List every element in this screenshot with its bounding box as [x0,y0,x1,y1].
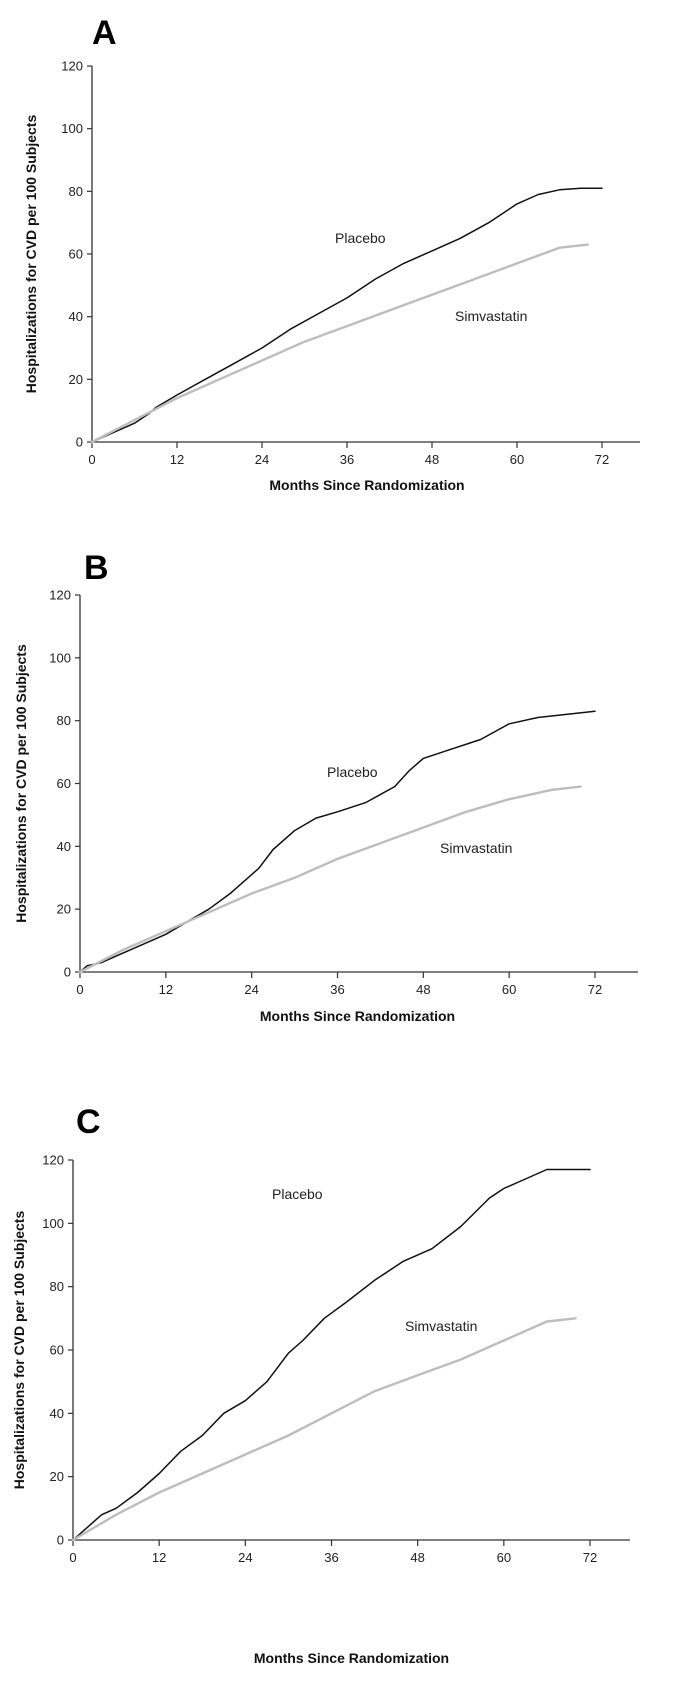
y-tick-label: 120 [42,1153,64,1168]
x-tick-label: 12 [159,982,173,997]
panel-letter: B [84,549,109,587]
x-tick-label: 60 [502,982,516,997]
x-tick-label: 72 [595,452,609,467]
x-tick-label: 24 [255,452,269,467]
y-tick-label: 60 [57,776,71,791]
y-tick-label: 60 [69,247,83,262]
x-axis-title: Months Since Randomization [254,1650,449,1666]
chart-panel-b: B 0 20 40 60 80 100 120 0 12 24 36 48 60 72 Months Sinc… [0,545,687,1105]
x-axis-title: Months Since Randomization [260,1008,455,1024]
x-tick-label: 48 [425,452,439,467]
y-axis-title: Hospitalizations for CVD per 100 Subject… [23,115,39,394]
y-tick-label: 60 [50,1343,64,1358]
panel-letter: C [76,1105,101,1141]
x-tick-label: 36 [324,1550,338,1565]
x-tick-label: 12 [170,452,184,467]
y-tick-label: 120 [61,59,83,74]
series-label-placebo: Placebo [335,230,386,246]
chart-b: B 0 20 40 60 80 100 120 0 12 24 36 48 60 72 Months Sinc… [13,549,638,1024]
x-tick-label: 0 [69,1550,76,1565]
y-axis-title: Hospitalizations for CVD per 100 Subject… [11,1211,27,1490]
y-tick-label: 100 [61,121,83,136]
x-tick-label: 72 [583,1550,597,1565]
y-tick-label: 40 [57,839,71,854]
series-line-simvastatin [90,243,589,444]
x-tick-label: 60 [497,1550,511,1565]
y-tick-label: 20 [57,902,71,917]
y-tick-label: 0 [76,435,83,450]
x-tick-label: 24 [238,1550,252,1565]
panel-letter: A [92,14,117,52]
series-line-simvastatin [78,785,582,974]
series-label-placebo: Placebo [272,1186,323,1202]
x-tick-label: 0 [76,982,83,997]
series-label-simvastatin: Simvastatin [455,308,527,324]
series-line-simvastatin [71,1317,577,1542]
x-tick-label: 36 [330,982,344,997]
y-tick-label: 100 [49,650,71,665]
series-line-placebo [72,1168,591,1541]
x-tick-label: 48 [410,1550,424,1565]
y-tick-label: 20 [50,1469,64,1484]
chart-panel-a: A 0 20 40 60 80 100 120 0 12 24 36 48 60 72 Months Sinc… [0,0,687,545]
x-tick-label: 24 [244,982,258,997]
x-tick-label: 48 [416,982,430,997]
y-tick-label: 80 [50,1279,64,1294]
y-tick-label: 80 [69,184,83,199]
y-tick-label: 20 [69,372,83,387]
series-label-simvastatin: Simvastatin [405,1318,477,1334]
series-line-placebo [79,710,596,973]
x-axis-title: Months Since Randomization [269,477,464,493]
chart-a: A 0 20 40 60 80 100 120 0 12 24 36 48 60 72 Months Sinc… [23,14,640,493]
y-tick-label: 40 [50,1406,64,1421]
y-tick-label: 80 [57,713,71,728]
chart-panel-c: C 0 20 40 60 80 100 120 0 12 24 36 48 60 72 Months Sinc… [0,1105,687,1683]
x-tick-label: 60 [510,452,524,467]
x-tick-label: 12 [152,1550,166,1565]
x-tick-label: 36 [340,452,354,467]
y-axis-title: Hospitalizations for CVD per 100 Subject… [13,644,29,923]
series-label-placebo: Placebo [327,764,378,780]
y-tick-label: 100 [42,1216,64,1231]
chart-c: C 0 20 40 60 80 100 120 0 12 24 36 48 60 72 Months Sinc… [11,1105,630,1666]
x-tick-label: 0 [88,452,95,467]
y-tick-label: 0 [64,965,71,980]
y-tick-label: 40 [69,309,83,324]
y-tick-label: 0 [57,1533,64,1548]
series-label-simvastatin: Simvastatin [440,840,512,856]
x-tick-label: 72 [588,982,602,997]
y-tick-label: 120 [49,588,71,603]
